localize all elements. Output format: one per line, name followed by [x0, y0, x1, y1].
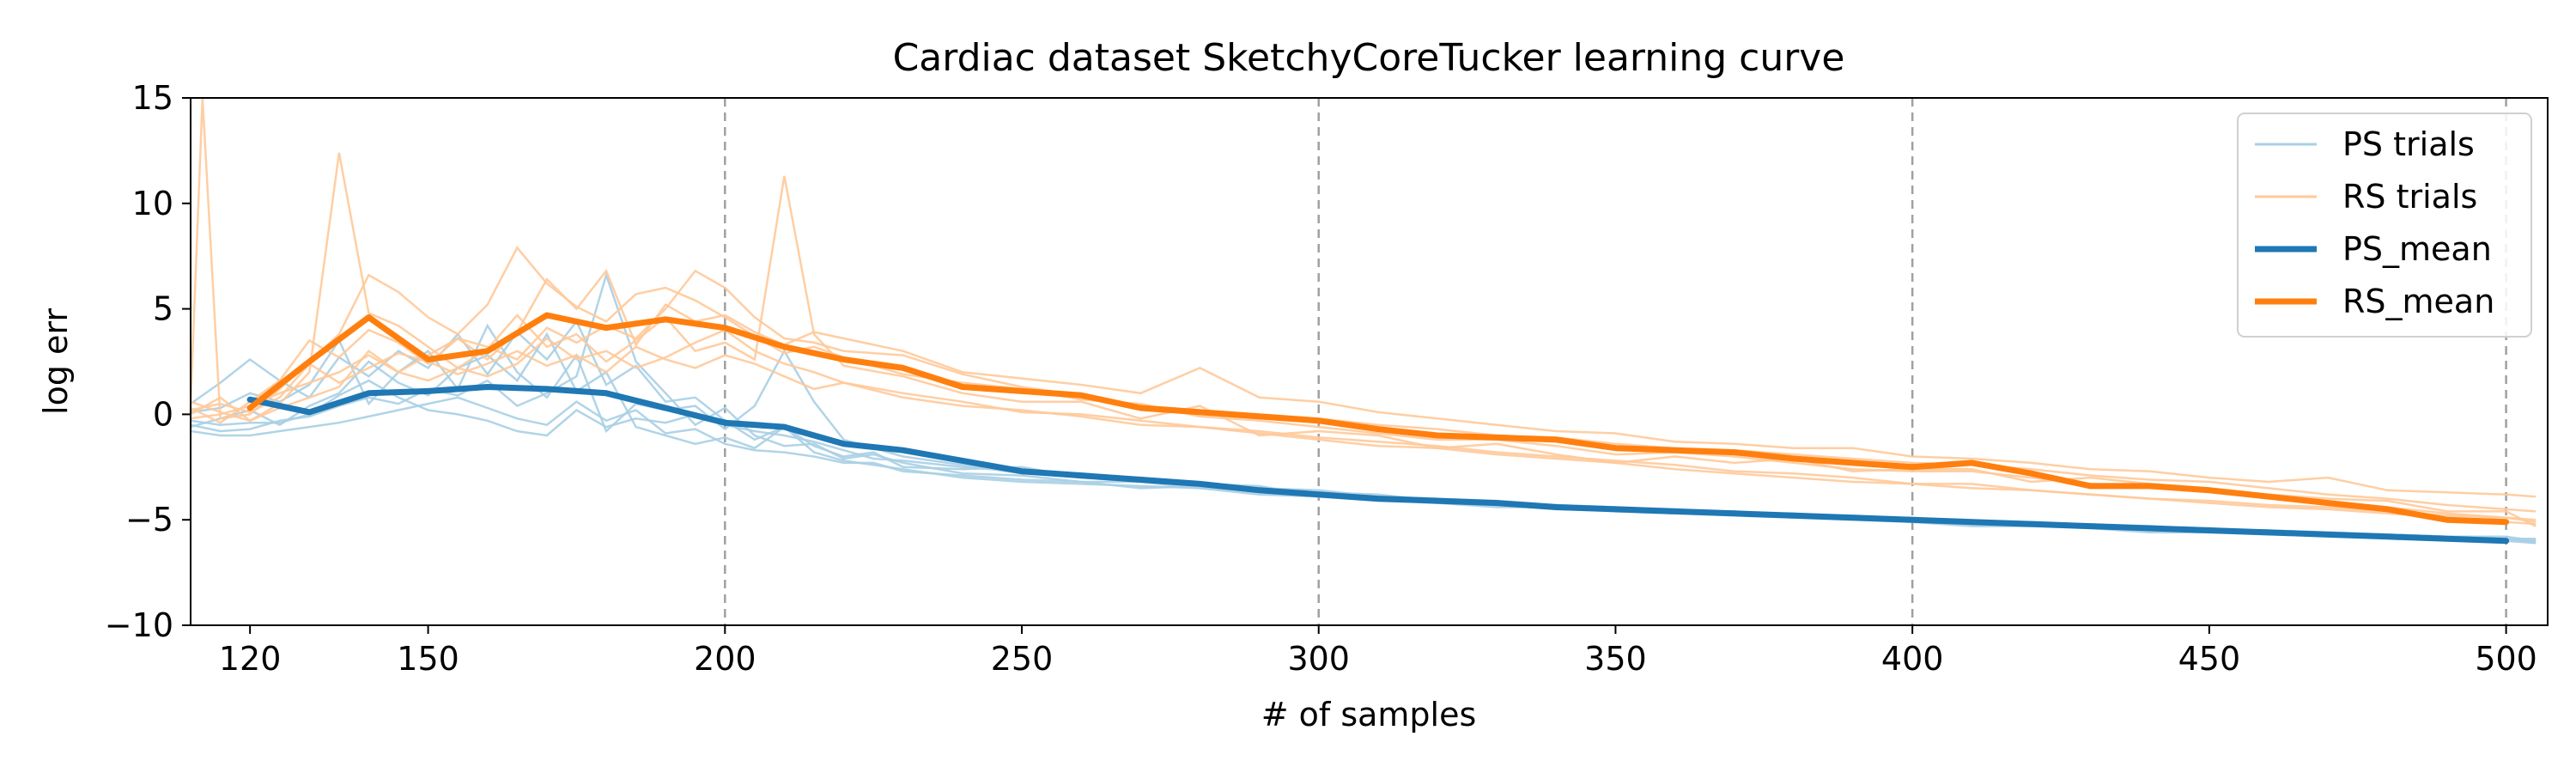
x-tick-label: 300 [1287, 640, 1350, 678]
ps-trial-line [191, 332, 2537, 545]
legend-label-rs-trials: RS trials [2342, 178, 2477, 216]
x-tick-label: 120 [219, 640, 282, 678]
legend-box [2237, 113, 2532, 338]
ps-mean-line [246, 384, 2510, 545]
rs-trials-lines [191, 98, 2537, 527]
x-tick-label: 250 [991, 640, 1054, 678]
x-tick-label: 200 [694, 640, 756, 678]
x-tick-label: 150 [397, 640, 459, 678]
chart-title: Cardiac dataset SketchyCoreTucker learni… [893, 36, 1845, 80]
y-tick-label: −5 [125, 501, 173, 539]
rs-trial-line [191, 268, 2537, 498]
y-tick-label: −10 [105, 606, 173, 644]
y-tick-label: 15 [132, 79, 173, 117]
rs-trial-line [191, 345, 2537, 526]
x-axis-label: # of samples [1261, 696, 1477, 733]
plot-frame [190, 97, 2549, 626]
ps-trial-line [191, 379, 2537, 543]
x-tick-label: 500 [2475, 640, 2537, 678]
legend: PS trials RS trials PS_mean RS_mean [2237, 113, 2532, 338]
y-tick-label: 0 [153, 395, 173, 433]
plot-area [190, 97, 2549, 626]
x-tick-label: 400 [1881, 640, 1944, 678]
x-axis-ticks: 120 150 200 250 300 350 400 450 500 [219, 625, 2537, 678]
mean-lines [246, 312, 2510, 545]
y-tick-label: 10 [132, 185, 173, 222]
legend-label-ps-trials: PS trials [2342, 125, 2475, 163]
y-axis-ticks: −10 −5 0 5 10 15 [105, 79, 191, 644]
rs-mean-line [246, 312, 2510, 526]
ps-trial-line [191, 396, 2537, 543]
x-tick-label: 350 [1584, 640, 1647, 678]
legend-label-ps-mean: PS_mean [2342, 230, 2492, 268]
y-tick-label: 5 [153, 290, 173, 328]
y-axis-label: log err [37, 308, 75, 415]
legend-label-rs-mean: RS_mean [2342, 283, 2494, 320]
rs-trial-line [191, 98, 2537, 521]
x-tick-label: 450 [2178, 640, 2241, 678]
